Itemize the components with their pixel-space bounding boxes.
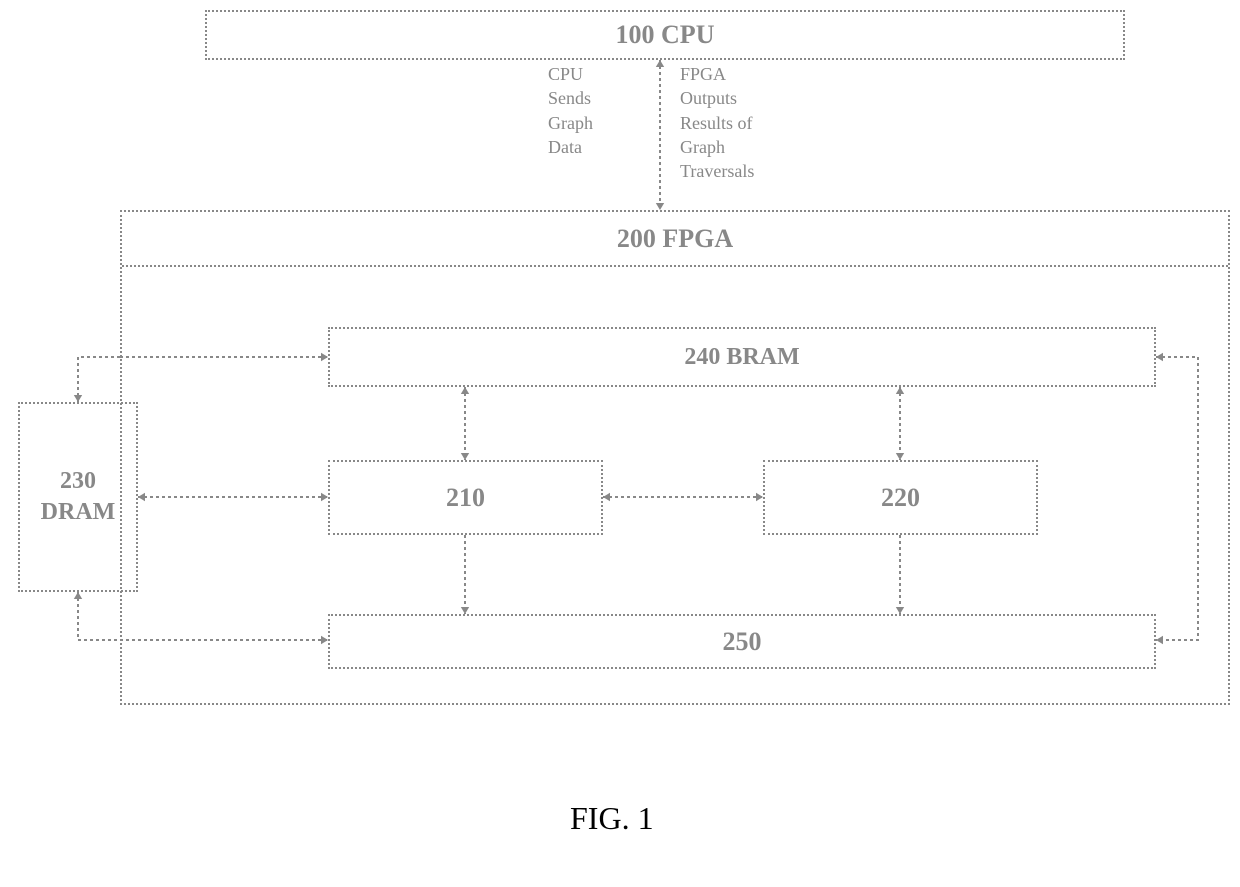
annotation-left: CPU Sends Graph Data	[548, 62, 593, 159]
block-210-label: 210	[446, 483, 485, 513]
anno-right-2: Outputs	[680, 86, 754, 110]
anno-left-4: Data	[548, 135, 593, 159]
anno-left-3: Graph	[548, 111, 593, 135]
anno-left-2: Sends	[548, 86, 593, 110]
block-210: 210	[328, 460, 603, 535]
annotation-right: FPGA Outputs Results of Graph Traversals	[680, 62, 754, 183]
anno-right-5: Traversals	[680, 159, 754, 183]
fpga-label: 200 FPGA	[617, 224, 733, 254]
fpga-title: 200 FPGA	[122, 212, 1228, 267]
anno-right-1: FPGA	[680, 62, 754, 86]
figure-caption: FIG. 1	[570, 800, 654, 837]
block-250-label: 250	[723, 627, 762, 657]
dram-label: 230DRAM	[41, 466, 116, 528]
block-220-label: 220	[881, 483, 920, 513]
anno-right-4: Graph	[680, 135, 754, 159]
block-250: 250	[328, 614, 1156, 669]
bram-label: 240 BRAM	[684, 344, 799, 371]
bram-box: 240 BRAM	[328, 327, 1156, 387]
cpu-box: 100 CPU	[205, 10, 1125, 60]
anno-left-1: CPU	[548, 62, 593, 86]
cpu-label: 100 CPU	[616, 20, 715, 50]
dram-box: 230DRAM	[18, 402, 138, 592]
anno-right-3: Results of	[680, 111, 754, 135]
block-220: 220	[763, 460, 1038, 535]
